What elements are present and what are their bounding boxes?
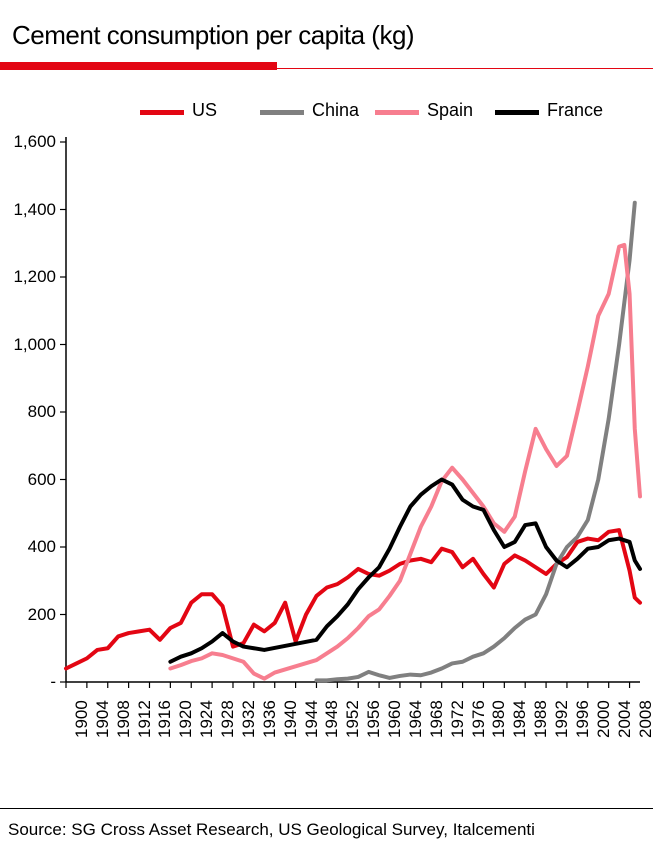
x-tick-label: 2008: [636, 700, 653, 738]
footer-divider: [0, 808, 653, 809]
x-tick-label: 1924: [197, 700, 217, 738]
x-tick-label: 1984: [510, 700, 530, 738]
x-tick-label: 2000: [594, 700, 614, 738]
x-tick-label: 1948: [322, 700, 342, 738]
x-tick-label: 1976: [469, 700, 489, 738]
y-tick-label: 1,000: [0, 335, 56, 355]
x-tick-label: 1980: [489, 700, 509, 738]
series-spain: [170, 245, 640, 679]
y-tick-label: 600: [0, 470, 56, 490]
x-tick-label: 1988: [531, 700, 551, 738]
chart-title: Cement consumption per capita (kg): [12, 20, 414, 51]
x-tick-label: 1996: [573, 700, 593, 738]
x-tick-label: 1928: [218, 700, 238, 738]
x-tick-label: 1952: [343, 700, 363, 738]
y-tick-label: 200: [0, 605, 56, 625]
x-tick-label: 1932: [239, 700, 259, 738]
x-tick-label: 1968: [427, 700, 447, 738]
x-tick-label: 1916: [155, 700, 175, 738]
x-tick-label: 1900: [72, 700, 92, 738]
x-tick-label: 1908: [114, 700, 134, 738]
x-tick-label: 2004: [615, 700, 635, 738]
y-tick-label: 1,200: [0, 267, 56, 287]
title-underline-thin: [0, 68, 653, 69]
series-china: [316, 203, 634, 681]
x-tick-label: 1940: [281, 700, 301, 738]
title-underline: [0, 62, 653, 70]
x-tick-label: 1936: [260, 700, 280, 738]
x-tick-label: 1992: [552, 700, 572, 738]
x-tick-label: 1920: [176, 700, 196, 738]
x-tick-label: 1972: [448, 700, 468, 738]
y-tick-label: 400: [0, 537, 56, 557]
y-tick-label: -: [0, 672, 56, 692]
chart-svg: [0, 92, 653, 792]
x-tick-label: 1960: [385, 700, 405, 738]
chart-area: USChinaSpainFrance -2004006008001,0001,2…: [0, 92, 653, 792]
x-tick-label: 1944: [302, 700, 322, 738]
source-text: Source: SG Cross Asset Research, US Geol…: [8, 820, 535, 840]
x-tick-label: 1912: [135, 700, 155, 738]
y-tick-label: 800: [0, 402, 56, 422]
y-tick-label: 1,400: [0, 200, 56, 220]
x-tick-label: 1904: [93, 700, 113, 738]
y-tick-label: 1,600: [0, 132, 56, 152]
x-tick-label: 1964: [406, 700, 426, 738]
x-tick-label: 1956: [364, 700, 384, 738]
